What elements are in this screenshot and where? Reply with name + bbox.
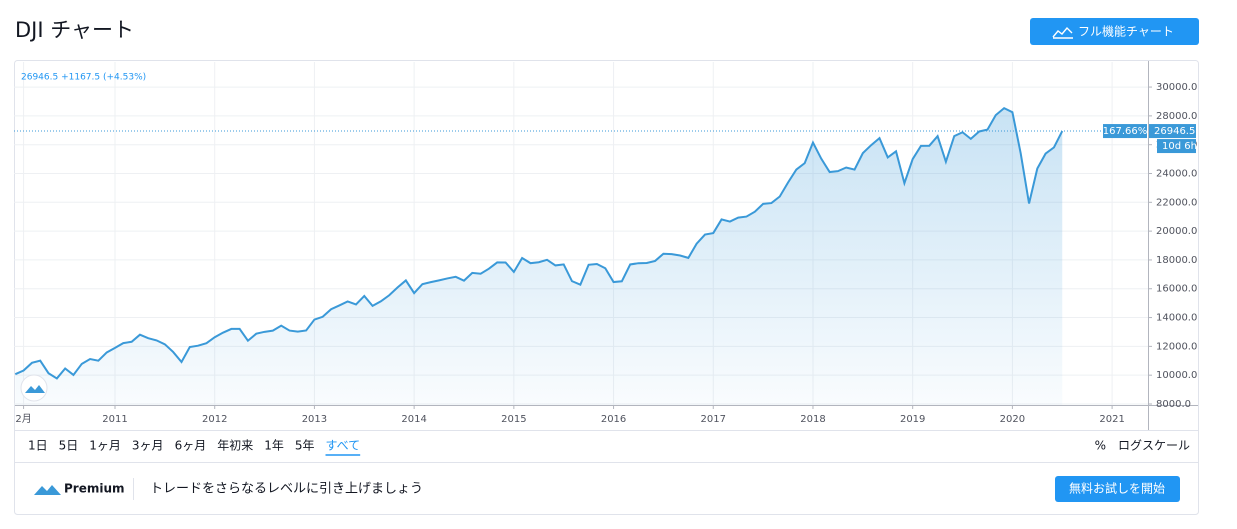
- percent-toggle[interactable]: %: [1095, 439, 1106, 453]
- y-tick-label: 16000.0: [1156, 284, 1197, 295]
- y-tick-label: 14000.0: [1156, 313, 1197, 324]
- range-button[interactable]: 1日: [28, 439, 48, 453]
- x-tick-label: 2015: [501, 414, 526, 425]
- full-chart-button[interactable]: フル機能チャート: [1030, 18, 1199, 45]
- x-tick-label: 2014: [401, 414, 426, 425]
- x-tick-label: 2013: [302, 414, 327, 425]
- x-tick-label: 2011: [102, 414, 127, 425]
- range-button[interactable]: 5年: [295, 439, 315, 453]
- x-tick-label: 2018: [800, 414, 825, 425]
- plot: [14, 106, 1148, 405]
- widget-frame: [14, 60, 1199, 515]
- range-bar: 1日 5日 1ヶ月 3ヶ月 6ヶ月 年初来 1年 5年 すべて: [28, 439, 361, 456]
- y-tick-label: 12000.0: [1156, 341, 1197, 352]
- button-label[interactable]: フル機能チャート: [1078, 24, 1174, 39]
- log-scale-toggle[interactable]: ログスケール: [1118, 439, 1190, 453]
- range-button[interactable]: 6ヶ月: [175, 439, 207, 453]
- y-tick-label: 30000.0: [1156, 82, 1197, 93]
- y-tick-label: 10000.0: [1156, 370, 1197, 381]
- range-button[interactable]: 年初来: [217, 439, 253, 453]
- range-button[interactable]: 1年: [264, 439, 284, 453]
- x-tick-label: 2017: [701, 414, 726, 425]
- price-badge: [1149, 124, 1196, 139]
- logo-bg: [20, 374, 48, 402]
- percent-label: 167.66%: [1103, 126, 1148, 137]
- button-label[interactable]: 無料お試しを開始: [1069, 481, 1165, 496]
- range-button[interactable]: 3ヶ月: [132, 439, 164, 453]
- y-tick-label: 28000.0: [1156, 111, 1197, 122]
- line: [14, 106, 1064, 380]
- premium-label: Premium: [64, 482, 125, 496]
- button-bg[interactable]: [1055, 476, 1180, 502]
- range-button[interactable]: 5日: [59, 439, 79, 453]
- countdown-badge: [1157, 139, 1196, 154]
- y-tick-label: 20000.0: [1156, 226, 1197, 237]
- button-icon: [1052, 26, 1073, 39]
- chart-title: DJI チャート: [15, 18, 134, 42]
- range-button[interactable]: 1ヶ月: [89, 439, 121, 453]
- price-label: 26946.5: [1154, 126, 1195, 137]
- chart-logo: [20, 374, 48, 402]
- x-tick-label: 2021: [1099, 414, 1124, 425]
- countdown-label: 10d 6h: [1162, 141, 1197, 152]
- axes: 8000.0 10000.0 12000.0 14000.0 16000.0 18000.…: [15, 82, 1197, 425]
- x-tick-label: 2019: [900, 414, 925, 425]
- legend-text: 26946.5 +1167.5 (+4.53%): [21, 73, 146, 83]
- y-tick-label: 8000.0: [1156, 399, 1191, 410]
- y-tick-label: 22000.0: [1156, 197, 1197, 208]
- range-button[interactable]: すべて: [326, 439, 361, 453]
- y-tick-label: 24000.0: [1156, 169, 1197, 180]
- percent-badge: [1103, 124, 1147, 139]
- y-tick-label: 18000.0: [1156, 255, 1197, 266]
- area: [15, 108, 1063, 405]
- premium-icon: [34, 485, 61, 495]
- x-tick-label: 2012: [202, 414, 227, 425]
- x-tick-label: 2020: [1000, 414, 1025, 425]
- logo-shape: [25, 385, 45, 393]
- promo-text: トレードをさらなるレベルに引き上げましょう: [150, 482, 423, 497]
- x-tick-label: 2月: [15, 413, 31, 425]
- x-tick-label: 2016: [601, 414, 626, 425]
- trial-button[interactable]: 無料お試しを開始: [1055, 476, 1180, 502]
